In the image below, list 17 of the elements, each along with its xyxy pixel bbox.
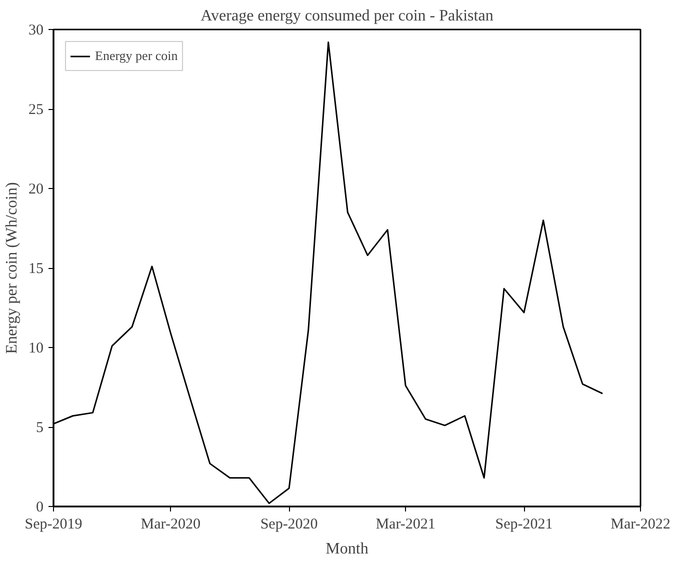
y-tick-label: 10: [28, 340, 44, 356]
x-tick-label: Mar-2020: [140, 516, 200, 532]
y-axis-title: Energy per coin (Wh/coin): [4, 182, 20, 354]
x-tick-label: Sep-2021: [495, 516, 553, 532]
x-tick-label: Sep-2019: [24, 516, 82, 532]
y-tick-label: 15: [28, 261, 44, 277]
chart-title: Average energy consumed per coin - Pakistan: [200, 8, 494, 24]
x-tick-label: Mar-2021: [376, 516, 436, 532]
y-tick-label: 30: [28, 22, 44, 38]
x-tick-label: Mar-2022: [610, 516, 670, 532]
x-tick-label: Sep-2020: [260, 516, 318, 532]
y-tick-label: 25: [28, 102, 44, 118]
y-tick-label: 0: [36, 500, 44, 516]
y-tick-label: 5: [36, 420, 44, 436]
x-axis-title: Month: [326, 540, 368, 558]
y-tick-label: 20: [28, 182, 44, 198]
legend-label: Energy per coin: [95, 48, 178, 64]
